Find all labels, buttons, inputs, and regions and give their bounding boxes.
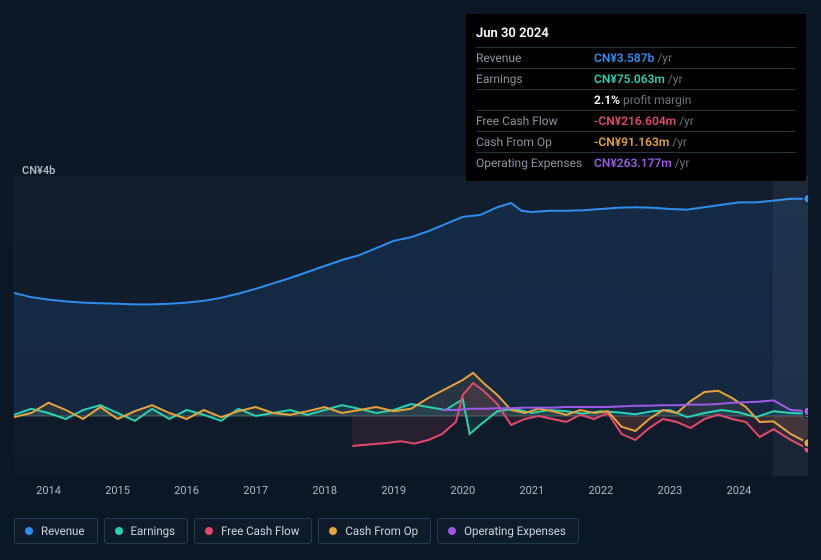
tooltip-row-unit: /yr bbox=[657, 51, 672, 65]
tooltip-row-value: CN¥3.587b bbox=[594, 51, 654, 65]
tooltip-row-value: -CN¥216.604m bbox=[594, 114, 676, 128]
tooltip-row-unit: /yr bbox=[672, 135, 687, 149]
chart-x-label: 2024 bbox=[727, 484, 752, 497]
tooltip-row: RevenueCN¥3.587b/yr bbox=[476, 47, 796, 68]
chart-x-label: 2019 bbox=[381, 484, 406, 497]
chart-svg bbox=[14, 176, 808, 476]
legend-item-label: Revenue bbox=[41, 524, 85, 538]
legend-swatch-icon bbox=[205, 527, 213, 535]
legend-swatch-icon bbox=[329, 527, 337, 535]
tooltip-row-unit: /yr bbox=[679, 114, 694, 128]
legend-item-label: Free Cash Flow bbox=[221, 524, 299, 538]
tooltip-row: EarningsCN¥75.063m/yr bbox=[476, 68, 796, 89]
tooltip-row-value: -CN¥91.163m bbox=[594, 135, 669, 149]
legend-item[interactable]: Revenue bbox=[14, 518, 98, 544]
chart-forecast-band bbox=[773, 176, 808, 476]
tooltip-row-label: Revenue bbox=[476, 51, 594, 65]
tooltip-row-unit: profit margin bbox=[623, 93, 691, 107]
legend-swatch-icon bbox=[25, 527, 33, 535]
chart-x-axis: 2014 2015 2016 2017 2018 2019 2020 2021 2022 2023… bbox=[14, 484, 808, 502]
tooltip-row-label: Cash From Op bbox=[476, 135, 594, 149]
financials-chart: CN¥4bCN¥0-CN¥1b 201420152016201720182019… bbox=[14, 158, 808, 513]
chart-x-label: 2022 bbox=[588, 484, 613, 497]
tooltip-row-value: CN¥75.063m bbox=[594, 72, 665, 86]
legend-swatch-icon bbox=[448, 527, 456, 535]
tooltip-row-label bbox=[476, 93, 594, 107]
tooltip-row-label: Operating Expenses bbox=[476, 156, 594, 170]
legend-item[interactable]: Earnings bbox=[104, 518, 189, 544]
chart-plot-area[interactable] bbox=[14, 176, 808, 476]
tooltip-panel: Jun 30 2024 RevenueCN¥3.587b/yrEarningsC… bbox=[466, 14, 806, 181]
tooltip-row: Free Cash Flow-CN¥216.604m/yr bbox=[476, 110, 796, 131]
tooltip-row-unit: /yr bbox=[675, 156, 690, 170]
tooltip-row-label: Earnings bbox=[476, 72, 594, 86]
chart-x-label: 2017 bbox=[243, 484, 268, 497]
legend-item[interactable]: Cash From Op bbox=[318, 518, 431, 544]
tooltip-row: Cash From Op-CN¥91.163m/yr bbox=[476, 131, 796, 152]
tooltip-row: 2.1%profit margin bbox=[476, 89, 796, 110]
tooltip-row-unit: /yr bbox=[668, 72, 683, 86]
legend-swatch-icon bbox=[115, 527, 123, 535]
tooltip-row-label: Free Cash Flow bbox=[476, 114, 594, 128]
chart-x-label: 2021 bbox=[519, 484, 544, 497]
chart-series-area bbox=[14, 199, 808, 416]
legend-item[interactable]: Operating Expenses bbox=[437, 518, 579, 544]
chart-legend: Revenue Earnings Free Cash Flow Cash From O… bbox=[14, 518, 579, 544]
chart-x-label: 2023 bbox=[658, 484, 683, 497]
tooltip-row-value: 2.1% bbox=[594, 93, 620, 107]
tooltip-row-value: CN¥263.177m bbox=[594, 156, 672, 170]
legend-item-label: Operating Expenses bbox=[464, 524, 566, 538]
chart-x-label: 2014 bbox=[36, 484, 61, 497]
legend-item[interactable]: Free Cash Flow bbox=[194, 518, 312, 544]
tooltip-row: Operating ExpensesCN¥263.177m/yr bbox=[476, 152, 796, 173]
chart-x-label: 2016 bbox=[174, 484, 199, 497]
legend-item-label: Cash From Op bbox=[345, 524, 418, 538]
chart-x-label: 2020 bbox=[450, 484, 475, 497]
chart-x-label: 2015 bbox=[105, 484, 130, 497]
legend-item-label: Earnings bbox=[131, 524, 176, 538]
tooltip-date: Jun 30 2024 bbox=[476, 22, 796, 47]
chart-x-label: 2018 bbox=[312, 484, 337, 497]
